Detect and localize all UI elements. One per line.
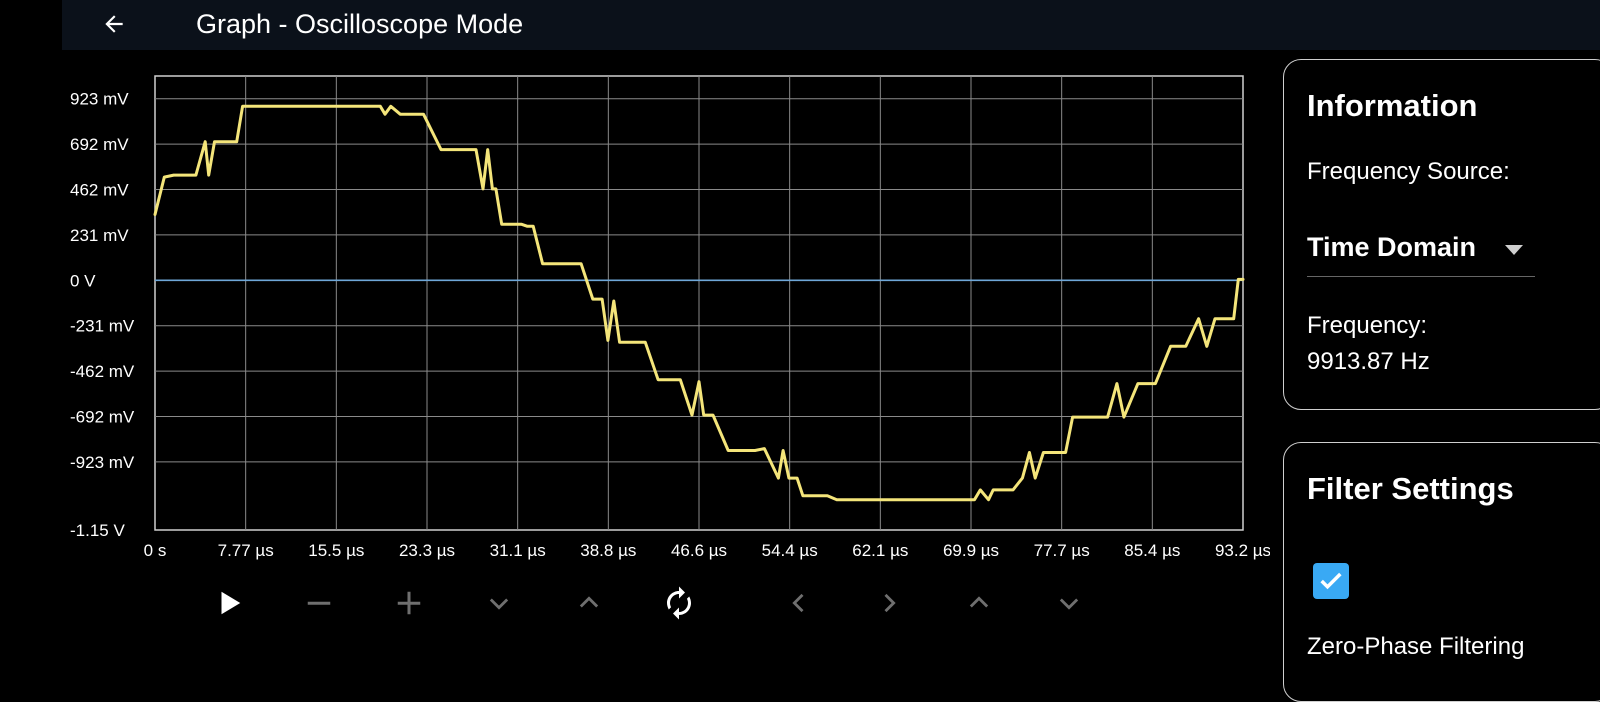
x-tick-label: 38.8 µs xyxy=(580,541,636,560)
offset-down-button[interactable] xyxy=(1046,580,1092,626)
zoom-out-button[interactable] xyxy=(296,580,342,626)
y-tick-label: -231 mV xyxy=(70,317,135,336)
x-tick-label: 54.4 µs xyxy=(762,541,818,560)
scale-up-button[interactable] xyxy=(566,580,612,626)
chevron-down-icon xyxy=(489,598,509,610)
frequency-value: 9913.87 Hz xyxy=(1307,348,1430,375)
page-title: Graph - Oscilloscope Mode xyxy=(196,9,524,39)
x-tick-label: 15.5 µs xyxy=(308,541,364,560)
back-button[interactable] xyxy=(96,6,132,42)
chart-controls xyxy=(196,580,1096,630)
y-tick-label: -1.15 V xyxy=(70,521,125,540)
y-tick-label: 0 V xyxy=(70,271,96,290)
x-tick-label: 31.1 µs xyxy=(490,541,546,560)
x-tick-label: 23.3 µs xyxy=(399,541,455,560)
y-tick-label: -692 mV xyxy=(70,408,135,427)
offset-up-button[interactable] xyxy=(956,580,1002,626)
x-tick-label: 7.77 µs xyxy=(218,541,274,560)
x-tick-label: 69.9 µs xyxy=(943,541,999,560)
chevron-right-icon xyxy=(884,593,896,613)
frequency-source-label: Frequency Source: xyxy=(1307,158,1510,185)
y-tick-label: -923 mV xyxy=(70,453,135,472)
pan-left-button[interactable] xyxy=(776,580,822,626)
x-tick-label: 62.1 µs xyxy=(852,541,908,560)
arrow-left-icon xyxy=(105,15,123,33)
x-tick-label: 77.7 µs xyxy=(1034,541,1090,560)
scale-down-button[interactable] xyxy=(476,580,522,626)
pan-right-button[interactable] xyxy=(866,580,912,626)
frequency-source-dropdown[interactable]: Time Domain xyxy=(1307,220,1535,277)
frequency-source-value: Time Domain xyxy=(1307,232,1477,262)
information-heading: Information xyxy=(1307,88,1478,123)
refresh-icon xyxy=(667,586,691,620)
filter-settings-heading: Filter Settings xyxy=(1307,471,1514,506)
checkmark-icon xyxy=(1320,572,1342,590)
app-bar xyxy=(62,0,1600,50)
y-tick-label: 231 mV xyxy=(70,226,129,245)
zero-phase-label: Zero-Phase Filtering xyxy=(1307,633,1525,660)
caret-down-icon xyxy=(1505,245,1523,255)
x-tick-label: 85.4 µs xyxy=(1124,541,1180,560)
y-tick-label: 462 mV xyxy=(70,181,129,200)
play-icon xyxy=(221,591,241,615)
filter-settings-card: Filter Settings Zero-Phase Filtering xyxy=(1283,442,1600,702)
oscilloscope-chart[interactable]: 923 mV 692 mV 462 mV 231 mV 0 V -231 mV -462 m… xyxy=(0,60,1270,570)
y-tick-label: 923 mV xyxy=(70,90,129,109)
y-tick-label: -462 mV xyxy=(70,362,135,381)
plus-icon xyxy=(397,591,421,615)
play-button[interactable] xyxy=(206,580,252,626)
frequency-label: Frequency: xyxy=(1307,312,1428,339)
x-tick-label: 93.2 µs xyxy=(1215,541,1270,560)
zero-phase-checkbox[interactable] xyxy=(1313,563,1349,599)
chevron-down-icon xyxy=(1059,598,1079,610)
x-tick-label: 0 s xyxy=(144,541,167,560)
y-tick-label: 692 mV xyxy=(70,135,129,154)
chevron-up-icon xyxy=(579,596,599,608)
signal-trace xyxy=(153,104,1245,502)
chevron-left-icon xyxy=(792,593,804,613)
minus-icon xyxy=(307,601,331,605)
x-tick-label: 46.6 µs xyxy=(671,541,727,560)
information-card: Information Frequency Source: Time Domai… xyxy=(1283,59,1600,410)
chevron-up-icon xyxy=(969,596,989,608)
refresh-button[interactable] xyxy=(656,580,702,626)
zoom-in-button[interactable] xyxy=(386,580,432,626)
